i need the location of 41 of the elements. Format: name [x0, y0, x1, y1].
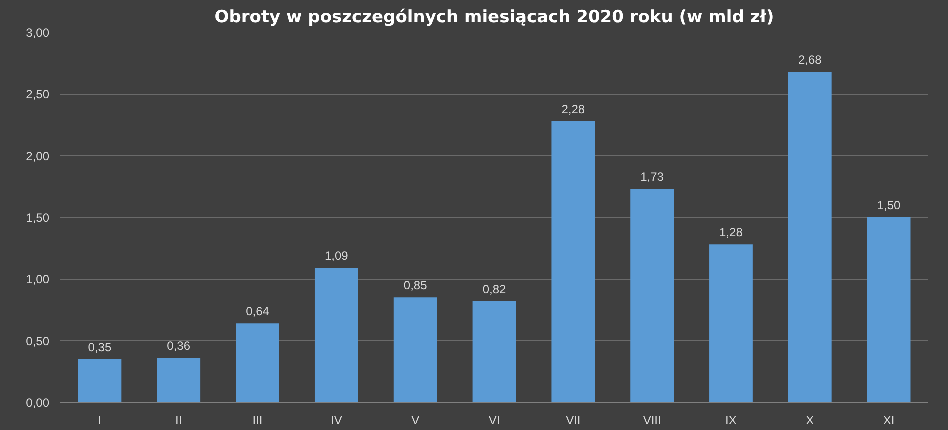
data-label: 0,64 [246, 304, 270, 319]
data-label: 0,82 [482, 282, 507, 296]
data-label: 1,73 [640, 170, 664, 184]
data-label: 1,09 [325, 249, 349, 264]
bar [552, 121, 596, 402]
x-tick-label: XI [883, 414, 895, 428]
chart-title: Obroty w poszczególnych miesiącach 2020 roku (w mld zł) [214, 8, 774, 28]
x-tick-label: III [252, 414, 263, 428]
data-label: 0,85 [404, 278, 428, 293]
x-tick-label: VI [488, 414, 500, 428]
data-label: 2,28 [562, 102, 586, 116]
x-tick-label: V [412, 414, 420, 428]
data-label: 1,28 [720, 226, 744, 240]
x-tick-label: II [176, 414, 182, 428]
bar [314, 268, 358, 402]
bar [630, 189, 674, 402]
bar [710, 244, 753, 402]
data-label: 0,35 [88, 340, 112, 354]
y-tick-label: 3,00 [26, 26, 50, 40]
bar [472, 301, 516, 402]
x-tick-label: X [806, 414, 814, 428]
bar [788, 72, 832, 402]
x-tick-label: IX [726, 414, 737, 428]
y-tick-label: 0,00 [26, 396, 50, 410]
y-tick-label: 2,50 [26, 88, 50, 102]
data-label: 2,68 [798, 52, 822, 67]
y-tick-label: 0,50 [26, 334, 50, 348]
y-tick-label: 1,00 [26, 272, 50, 287]
y-tick-label: 1,50 [26, 211, 50, 225]
x-tick-label: VIII [643, 414, 662, 428]
x-tick-label: IV [331, 414, 342, 428]
x-tick-label: VII [566, 414, 581, 428]
bar [78, 359, 122, 402]
bar [867, 218, 911, 402]
bar [157, 358, 201, 402]
bar [394, 298, 438, 402]
x-tick-label: I [98, 414, 102, 428]
data-label: 0,36 [167, 339, 191, 354]
bar [236, 324, 280, 402]
data-label: 1,50 [877, 198, 902, 212]
y-tick-label: 2,00 [26, 149, 50, 164]
